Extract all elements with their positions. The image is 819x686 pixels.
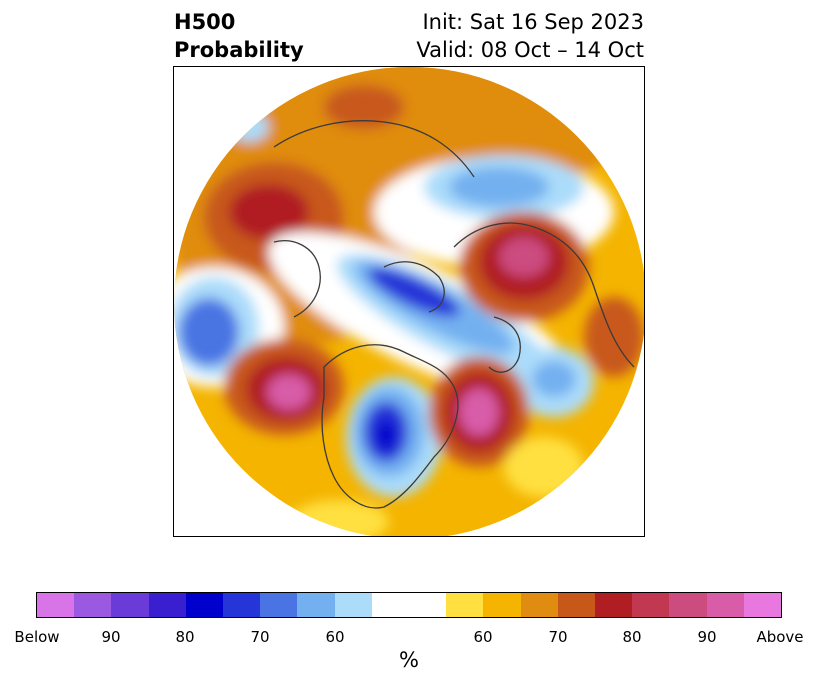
colorbar-segment bbox=[74, 593, 112, 617]
colorbar-segment bbox=[297, 593, 335, 617]
colorbar-segment bbox=[520, 593, 558, 617]
atlantic-below-core bbox=[532, 361, 576, 397]
asia-anomaly-core bbox=[229, 184, 309, 240]
tick-label: 60 bbox=[325, 628, 345, 646]
tick-label: 70 bbox=[250, 628, 270, 646]
title-left: H500 Probability bbox=[174, 8, 304, 64]
colorbar-segment bbox=[148, 593, 186, 617]
colorbar-segment bbox=[483, 593, 521, 617]
europe-above-core bbox=[499, 237, 549, 277]
probability-map bbox=[174, 67, 644, 536]
pacific-below-core bbox=[179, 298, 239, 366]
colorbar-segment bbox=[37, 593, 75, 617]
colorbar-segment bbox=[111, 593, 149, 617]
southeast-light-above bbox=[504, 437, 584, 497]
init-date: Init: Sat 16 Sep 2023 bbox=[422, 10, 644, 34]
tick-label: 90 bbox=[101, 628, 121, 646]
arctic-below-core bbox=[368, 267, 460, 317]
colorbar-unit: % bbox=[399, 648, 419, 672]
map-frame bbox=[173, 66, 645, 537]
colorbar-segment bbox=[409, 593, 447, 617]
tick-label: 80 bbox=[175, 628, 195, 646]
colorbar-segment bbox=[706, 593, 744, 617]
colorbar-segment bbox=[185, 593, 224, 617]
title-right: Init: Sat 16 Sep 2023 Valid: 08 Oct – 14… bbox=[416, 8, 644, 64]
atlantic-above-core bbox=[459, 388, 499, 436]
variable-title: H500 bbox=[174, 10, 236, 34]
namerica-below-core bbox=[376, 419, 396, 451]
valid-range: Valid: 08 Oct – 14 Oct bbox=[416, 38, 644, 62]
far-west-below bbox=[229, 112, 269, 142]
colorbar-segment bbox=[260, 593, 298, 617]
coastlines bbox=[273, 120, 635, 509]
east-above bbox=[584, 297, 644, 377]
europe-below-core bbox=[449, 167, 549, 207]
colorbar bbox=[36, 592, 782, 618]
tick-label: 60 bbox=[473, 628, 493, 646]
colorbar-segment bbox=[669, 593, 707, 617]
colorbar-segment bbox=[743, 593, 782, 617]
tick-label: 90 bbox=[697, 628, 717, 646]
colorbar-segment bbox=[446, 593, 484, 617]
arctic-anomaly bbox=[324, 85, 404, 129]
pacific-above-core bbox=[267, 374, 311, 410]
probability-title: Probability bbox=[174, 38, 304, 62]
colorbar-segment bbox=[557, 593, 596, 617]
colorbar-segment bbox=[223, 593, 261, 617]
tick-label: 80 bbox=[622, 628, 642, 646]
tick-label: 70 bbox=[548, 628, 568, 646]
tick-label: Above bbox=[756, 628, 804, 646]
colorbar-segment bbox=[371, 593, 410, 617]
colorbar-segment bbox=[334, 593, 372, 617]
tick-label: Below bbox=[14, 628, 60, 646]
colorbar-segment bbox=[632, 593, 670, 617]
colorbar-segment bbox=[595, 593, 633, 617]
